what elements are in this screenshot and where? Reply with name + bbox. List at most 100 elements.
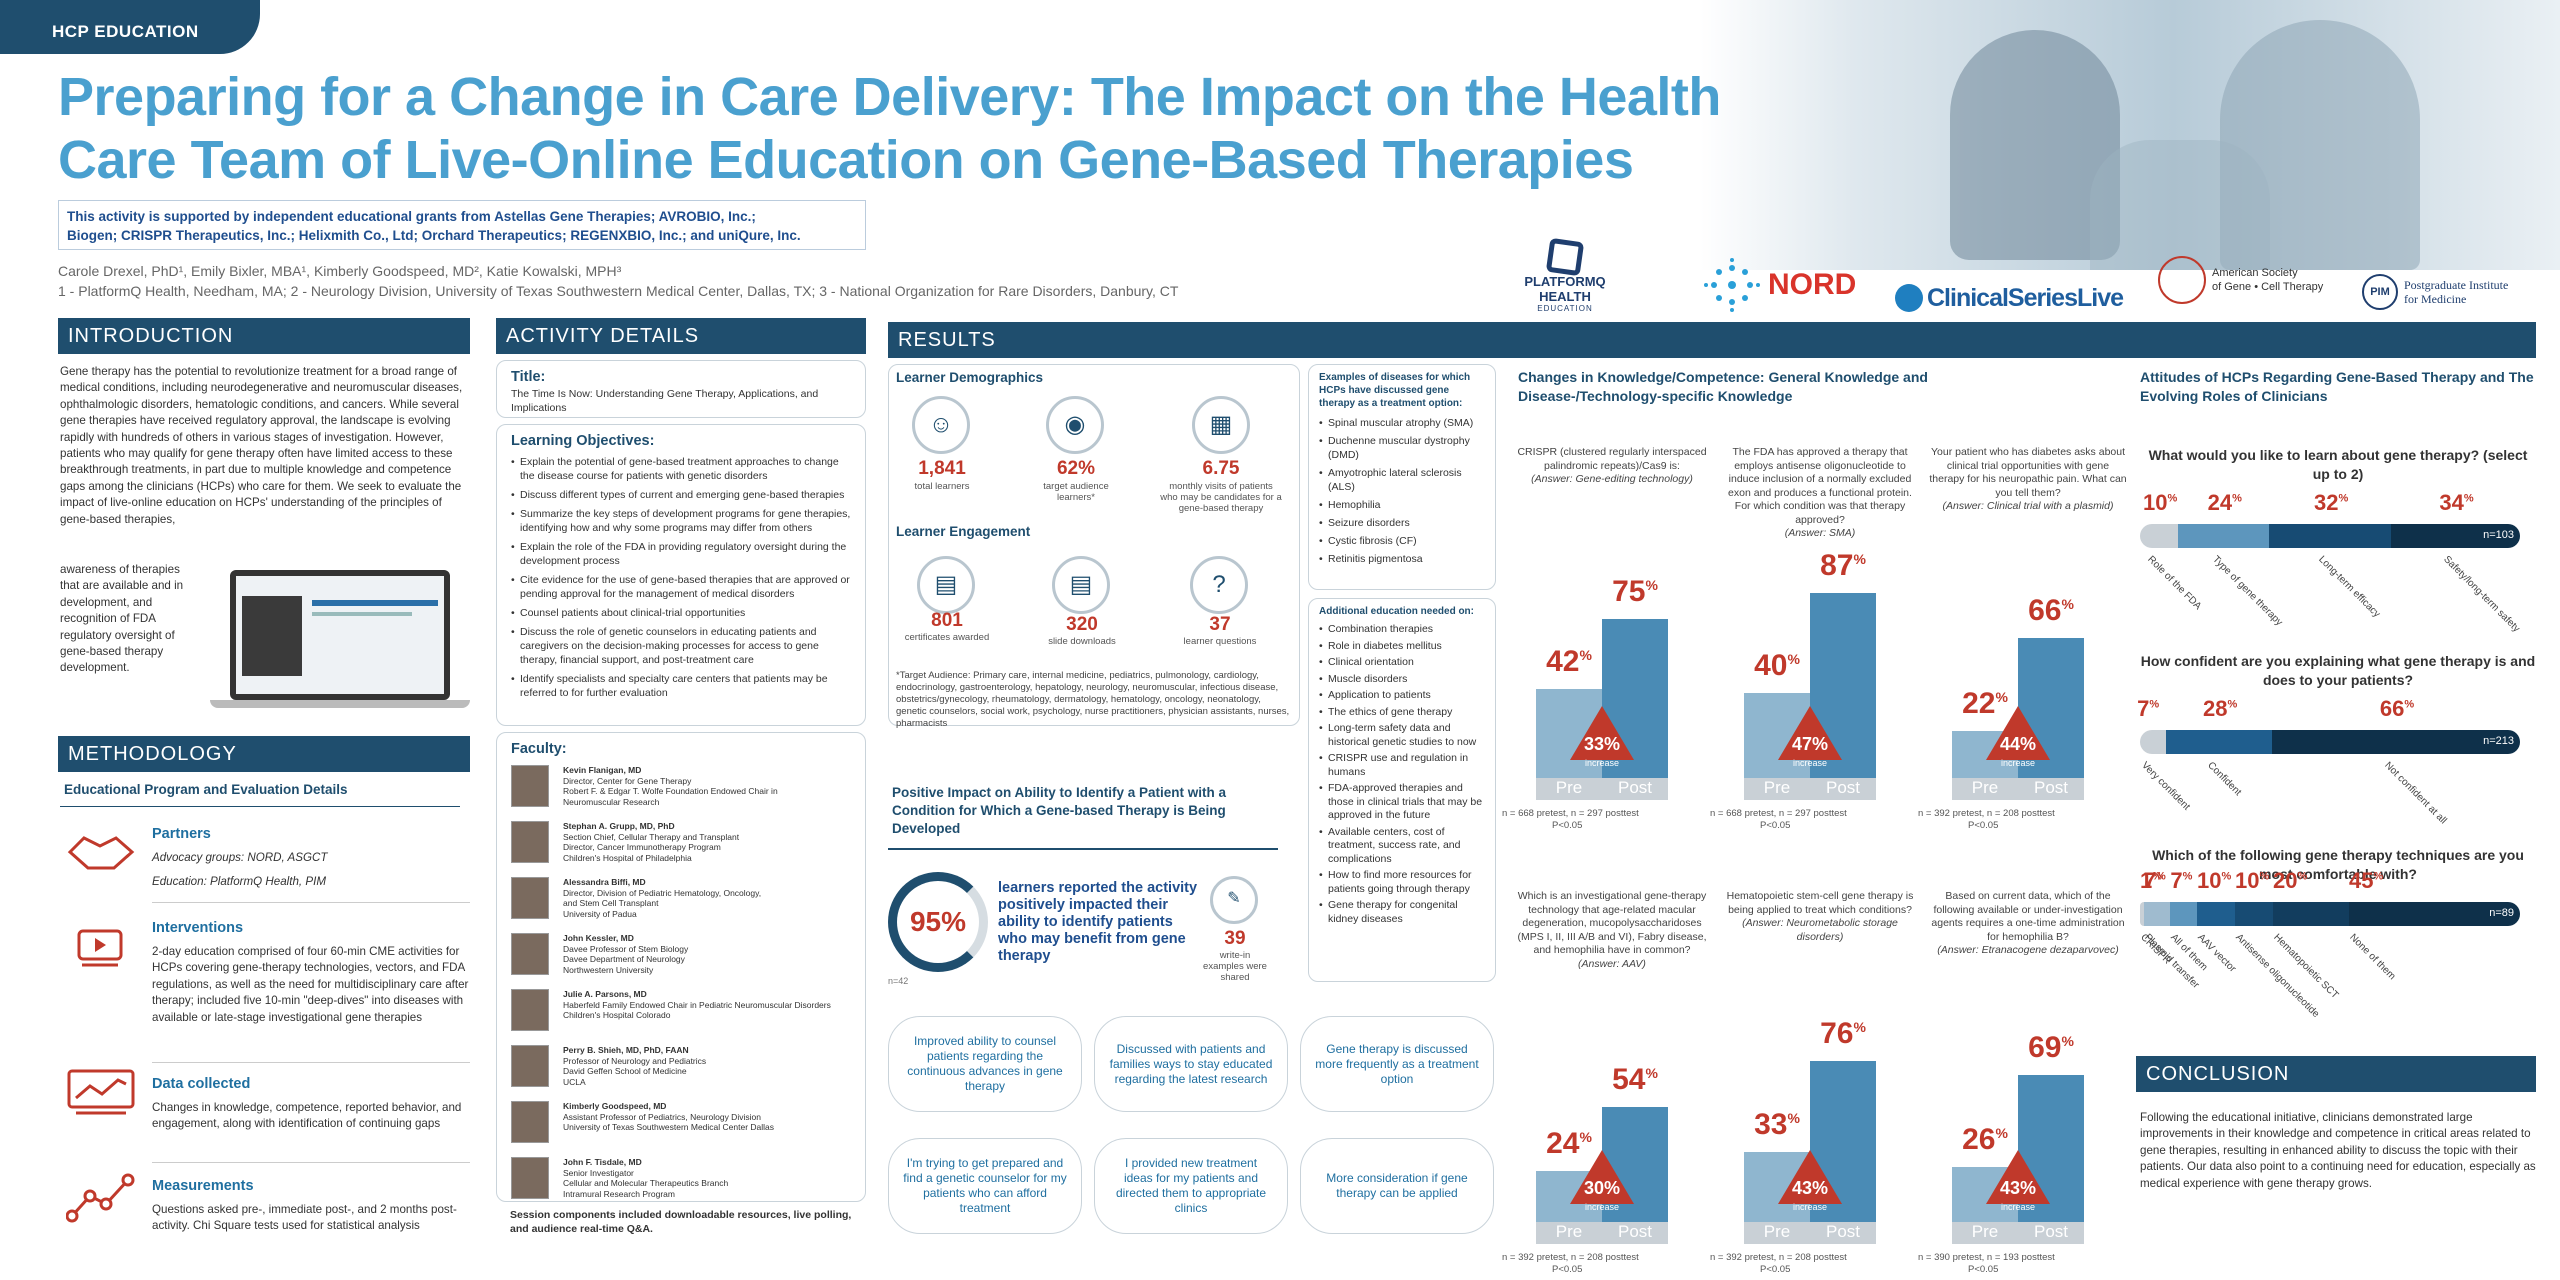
stack-segment	[2140, 524, 2178, 548]
sample-size-text: n = 390 pretest, n = 193 posttest	[1918, 1252, 2055, 1263]
faculty-affiliation: Neuromuscular Research	[563, 796, 660, 807]
write-in-label: write-in examples were shared	[1203, 950, 1267, 983]
stack-value: 7%	[2143, 868, 2166, 893]
introduction-header: INTRODUCTION	[58, 318, 470, 354]
hero-photo	[1700, 0, 2560, 270]
video-play-icon	[77, 929, 123, 967]
methodology-header: METHODOLOGY	[58, 736, 470, 772]
post-label: Post	[1617, 1222, 1653, 1241]
faculty-name: John F. Tisdale, MD	[563, 1157, 642, 1167]
stack-value: 7%	[2170, 868, 2193, 893]
disease-item: Amyotrophic lateral sclerosis (ALS)	[1319, 466, 1485, 494]
stack-category: Type of gene therapy	[2209, 554, 2285, 629]
bar-baseline	[1536, 778, 1668, 800]
objective-item: Summarize the key steps of development p…	[511, 507, 851, 535]
objective-item: Discuss the role of genetic counselors i…	[511, 625, 851, 667]
sample-size: n = 392 pretest, n = 208 posttest P<0.05	[1918, 808, 2098, 832]
post-label: Post	[1825, 778, 1861, 797]
diseases-box: Examples of diseases for which HCPs have…	[1308, 364, 1496, 590]
faculty-affiliation: Children's Hospital of Philadelphia	[563, 852, 692, 863]
stack-segment	[2390, 524, 2520, 548]
engagement-title: Learner Engagement	[896, 524, 1031, 539]
bar-baseline	[1952, 1222, 2084, 1244]
faculty-affiliation: Director, Cancer Immunotherapy Program	[563, 842, 721, 852]
questions-count: 37	[1209, 614, 1231, 635]
additional-education-list: Combination therapies Role in diabetes me…	[1319, 623, 1485, 926]
faculty-member: Stephan A. Grupp, MD, PhD Section Chief, …	[511, 821, 851, 871]
pre-label: Pre	[1971, 1222, 1999, 1241]
target-audience-footnote: *Target Audience: Primary care, internal…	[896, 670, 1290, 729]
additional-education-item: Clinical orientation	[1319, 656, 1485, 670]
additional-education-item: Long-term safety data and historical gen…	[1319, 722, 1485, 749]
faculty-name: Stephan A. Grupp, MD, PhD	[563, 821, 675, 831]
measurements-text: Questions asked pre-, immediate post-, a…	[152, 1203, 457, 1233]
stack-value: 45%	[2349, 868, 2384, 893]
disease-item: Duchenne muscular dystrophy (DMD)	[1319, 434, 1485, 462]
faculty-affiliation: Davee Professor of Stem Biology	[563, 943, 689, 954]
stack-value: 32%	[2314, 490, 2349, 515]
faculty-photo	[511, 989, 549, 1031]
poll-question: How confident are you explaining what ge…	[2140, 653, 2536, 688]
faculty-affiliation: Assistant Professor of Pediatrics, Neuro…	[563, 1111, 761, 1122]
stack-category: Not confident at all	[2382, 760, 2449, 827]
increase-label: increase	[2000, 758, 2036, 768]
additional-education-item: How to find more resources for patients …	[1319, 869, 1485, 896]
stack-value: 20%	[2273, 868, 2308, 893]
increase-value: 43%	[1791, 1178, 1829, 1198]
stack-n: n=89	[2489, 907, 2514, 919]
faculty-member: Perry B. Shieh, MD, PhD, FAAN Professor o…	[511, 1045, 851, 1095]
faculty-affiliation: Haberfeld Family Endowed Chair in Pediat…	[563, 999, 831, 1010]
stack-segment	[2235, 902, 2273, 926]
platformq-logo: PLATFORMQ HEALTH EDUCATION	[1505, 237, 1625, 313]
pre-label: Pre	[1555, 778, 1583, 797]
poll-question: Which of the following gene therapy tech…	[2152, 847, 2524, 882]
quote-bubble: I provided new treatment ideas for my pa…	[1094, 1138, 1288, 1234]
sample-size: n = 668 pretest, n = 297 posttest P<0.05	[1502, 808, 1682, 832]
faculty-affiliation: Northwestern University	[563, 964, 654, 975]
p-value: P<0.05	[1760, 1264, 1791, 1275]
data-chart-icon	[67, 1069, 135, 1115]
p-value: P<0.05	[1552, 820, 1583, 831]
faculty-member: John Kessler, MD Davee Professor of Stem …	[511, 933, 851, 983]
question-answer: (Answer: Etranacogene dezaparvovec)	[1937, 944, 2119, 956]
increase-value: 30%	[1583, 1178, 1621, 1198]
learners-icon: ☺	[912, 396, 970, 454]
faculty-name: Kevin Flanigan, MD	[563, 765, 642, 775]
posttest-value: 87%	[1820, 549, 1866, 583]
nord-logo: NORD	[1700, 255, 1860, 315]
bar-baseline	[1744, 1222, 1876, 1244]
affiliations: 1 - PlatformQ Health, Needham, MA; 2 - N…	[58, 283, 1179, 299]
increase-triangle	[1570, 1150, 1634, 1204]
sample-size-text: n = 392 pretest, n = 208 posttest	[1710, 1252, 1847, 1263]
faculty-affiliation: University of Texas Southwestern Medical…	[563, 1122, 775, 1132]
faculty-details: Stephan A. Grupp, MD, PhD Section Chief, …	[563, 821, 739, 871]
stack-segment	[2349, 902, 2520, 926]
increase-triangle	[1778, 1150, 1842, 1204]
stack-segment	[2197, 902, 2235, 926]
learners-count: 1,841	[918, 458, 966, 479]
csl-icon	[1895, 284, 1923, 312]
activity-footer: Session components included downloadable…	[510, 1209, 852, 1235]
additional-education-item: Gene therapy for congenital kidney disea…	[1319, 899, 1485, 926]
increase-label: increase	[1584, 1202, 1620, 1212]
questions-label: learner questions	[1183, 636, 1257, 647]
stack-category: Long-term efficacy	[2316, 554, 2383, 620]
stack-segment	[2271, 730, 2520, 754]
faculty-details: John F. Tisdale, MD Senior Investigator Ce…	[563, 1157, 728, 1207]
p-value: P<0.05	[1968, 820, 1999, 831]
data-collected-text: Changes in knowledge, competence, report…	[152, 1101, 462, 1131]
stack-category: Role of the FDA	[2145, 554, 2204, 613]
stack-value: 34%	[2439, 490, 2474, 515]
post-label: Post	[2033, 778, 2069, 797]
stack-n: n=213	[2483, 735, 2514, 747]
poster-title: Preparing for a Change in Care Delivery:…	[58, 67, 1721, 190]
diseases-list: Spinal muscular atrophy (SMA) Duchenne mu…	[1319, 416, 1485, 566]
quote-bubble: Improved ability to counsel patients reg…	[888, 1016, 1082, 1112]
additional-education-item: Combination therapies	[1319, 623, 1485, 637]
faculty-affiliation: Intramural Research Program	[563, 1188, 675, 1199]
activity-title: The Time Is Now: Understanding Gene Ther…	[511, 388, 819, 414]
faculty-box: Faculty: Kevin Flanigan, MD Director, Cen…	[496, 732, 866, 1202]
pretest-value: 33%	[1754, 1107, 1800, 1141]
stack-value: 1%	[2140, 868, 2163, 893]
poll-question: What would you like to learn about gene …	[2148, 447, 2528, 482]
